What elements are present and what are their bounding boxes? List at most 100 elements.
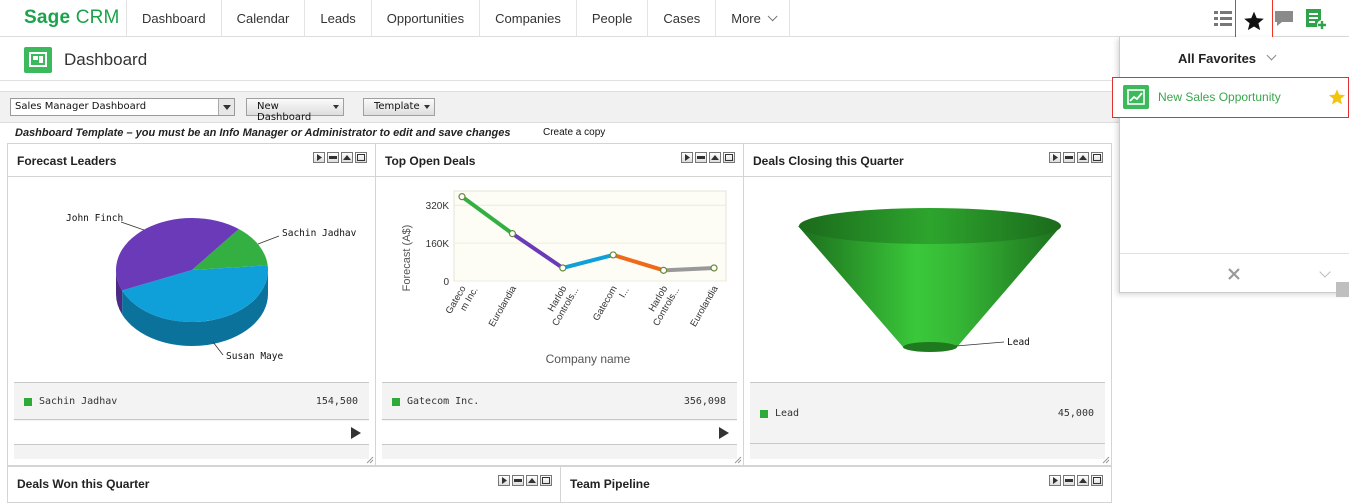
resize-grip-icon[interactable]	[734, 456, 742, 464]
pie-slice-susan-maye[interactable]	[122, 265, 268, 322]
collapse-gadget-icon[interactable]	[341, 152, 353, 163]
resize-grip-icon[interactable]	[1102, 456, 1110, 464]
data-point[interactable]	[710, 264, 718, 272]
chat-icon[interactable]	[1266, 0, 1302, 37]
pin-gadget-icon[interactable]	[1063, 152, 1075, 163]
legend-value: 45,000	[1057, 408, 1094, 419]
forecast-leaders-chart[interactable]: John Finch Sachin Jadhav Susan Maye	[14, 184, 369, 382]
nav-opportunities[interactable]: Opportunities	[370, 0, 479, 37]
create-copy-link[interactable]: Create a copy	[543, 127, 606, 138]
top-open-deals-chart[interactable]: 0 160K 320K Gatecom Inc. Eurolandia HarlobCo…	[382, 184, 737, 382]
top-navigation: Sage CRM Dashboard Calendar Leads Opport…	[0, 0, 1349, 43]
pin-gadget-icon[interactable]	[695, 152, 707, 163]
chevron-down-icon[interactable]	[218, 99, 234, 115]
nav-leads[interactable]: Leads	[304, 0, 370, 37]
svg-text:John Finch: John Finch	[66, 213, 123, 224]
gadget-header: Deals Closing this Quarter	[744, 144, 1111, 177]
line-segment	[510, 231, 565, 270]
close-icon[interactable]	[1228, 268, 1240, 280]
sage-crm-logo[interactable]: Sage CRM	[24, 7, 120, 28]
data-point[interactable]	[660, 266, 668, 274]
gadget-forecast-leaders: Forecast Leaders John Finch Sachin Ja	[7, 143, 376, 466]
svg-text:Lead: Lead	[1007, 337, 1030, 348]
page-header: Dashboard	[0, 37, 1120, 81]
list-icon[interactable]	[1205, 0, 1241, 37]
x-tick-label: HarlobControls...	[541, 280, 582, 328]
legend-name: Gatecom Inc.	[407, 396, 480, 407]
svg-text:Susan Maye: Susan Maye	[226, 351, 283, 362]
pin-gadget-icon[interactable]	[512, 475, 524, 486]
gadget-title: Deals Closing this Quarter	[753, 154, 904, 168]
nav-dashboard[interactable]: Dashboard	[126, 0, 221, 37]
new-dashboard-button[interactable]: New Dashboard	[246, 98, 344, 123]
data-point[interactable]	[609, 251, 617, 259]
gadget-body: John Finch Sachin Jadhav Susan Maye Sach…	[14, 184, 369, 459]
play-gadget-icon[interactable]	[1049, 475, 1061, 486]
pie-slice-john-finch[interactable]	[116, 218, 239, 291]
chevron-down-icon[interactable]	[1319, 266, 1331, 278]
play-gadget-icon[interactable]	[681, 152, 693, 163]
favorites-panel: All Favorites New Sales Opportunity	[1112, 37, 1349, 293]
collapse-gadget-icon[interactable]	[1077, 475, 1089, 486]
pin-gadget-icon[interactable]	[327, 152, 339, 163]
nav-companies[interactable]: Companies	[479, 0, 576, 37]
nav-cases[interactable]: Cases	[647, 0, 715, 37]
data-point[interactable]	[508, 230, 516, 238]
chevron-down-icon[interactable]	[1266, 50, 1277, 61]
template-button[interactable]: Template	[363, 98, 435, 116]
star-icon[interactable]	[1328, 88, 1346, 106]
collapse-gadget-icon[interactable]	[1077, 152, 1089, 163]
maximize-gadget-icon[interactable]	[1091, 152, 1103, 163]
gadget-title: Deals Won this Quarter	[17, 477, 150, 491]
opportunity-icon	[1123, 85, 1149, 109]
play-icon[interactable]	[719, 427, 729, 439]
favorite-item-label: New Sales Opportunity	[1158, 90, 1281, 104]
funnel-stage-lead[interactable]	[798, 226, 1061, 351]
gadget-header: Forecast Leaders	[8, 144, 375, 177]
resize-grip-icon[interactable]	[366, 456, 374, 464]
gadget-title: Forecast Leaders	[17, 154, 117, 168]
gadget-header: Top Open Deals	[376, 144, 743, 177]
gadget-title: Team Pipeline	[570, 477, 650, 491]
pie-slice-sachin-jadhav[interactable]	[192, 229, 268, 270]
maximize-gadget-icon[interactable]	[1091, 475, 1103, 486]
favorites-header[interactable]: All Favorites	[1120, 37, 1349, 79]
gadget-controls	[1049, 475, 1103, 486]
svg-text:Sachin Jadhav: Sachin Jadhav	[282, 228, 357, 239]
maximize-gadget-icon[interactable]	[723, 152, 735, 163]
add-note-icon[interactable]	[1298, 0, 1334, 37]
play-gadget-icon[interactable]	[313, 152, 325, 163]
nav-people[interactable]: People	[575, 0, 647, 37]
pie-label-sachin-jadhav: Sachin Jadhav	[257, 228, 357, 245]
maximize-gadget-icon[interactable]	[540, 475, 552, 486]
y-tick-label: 160K	[426, 239, 450, 250]
pie-slice-side	[116, 270, 123, 315]
gadget-title: Top Open Deals	[385, 154, 476, 168]
maximize-gadget-icon[interactable]	[355, 152, 367, 163]
x-tick-label: Eurolandia	[688, 283, 721, 328]
collapse-gadget-icon[interactable]	[709, 152, 721, 163]
scrollbar-thumb[interactable]	[1336, 282, 1349, 297]
favorite-item[interactable]: New Sales Opportunity	[1112, 77, 1349, 118]
data-point[interactable]	[458, 193, 466, 201]
legend-value: 356,098	[683, 396, 726, 407]
nav-more[interactable]: More	[715, 0, 790, 37]
favorites-title: All Favorites	[1178, 51, 1257, 66]
legend-value: 154,500	[315, 396, 358, 407]
nav-calendar[interactable]: Calendar	[220, 0, 305, 37]
play-gadget-icon[interactable]	[1049, 152, 1061, 163]
pin-gadget-icon[interactable]	[1063, 475, 1075, 486]
gadget-controls	[681, 152, 735, 163]
star-icon	[1244, 11, 1264, 31]
pie-slice-side	[122, 270, 268, 346]
gadget-body: Lead Lead 45,000	[750, 184, 1105, 459]
dashboard-select[interactable]: Sales Manager Dashboard	[10, 98, 235, 116]
gadget-header: Team Pipeline	[561, 467, 1111, 500]
line-segment	[661, 265, 716, 273]
play-icon[interactable]	[351, 427, 361, 439]
deals-closing-chart[interactable]: Lead	[750, 184, 1105, 382]
gadget-deals-won: Deals Won this Quarter	[7, 466, 561, 503]
play-gadget-icon[interactable]	[498, 475, 510, 486]
data-point[interactable]	[559, 264, 567, 272]
collapse-gadget-icon[interactable]	[526, 475, 538, 486]
